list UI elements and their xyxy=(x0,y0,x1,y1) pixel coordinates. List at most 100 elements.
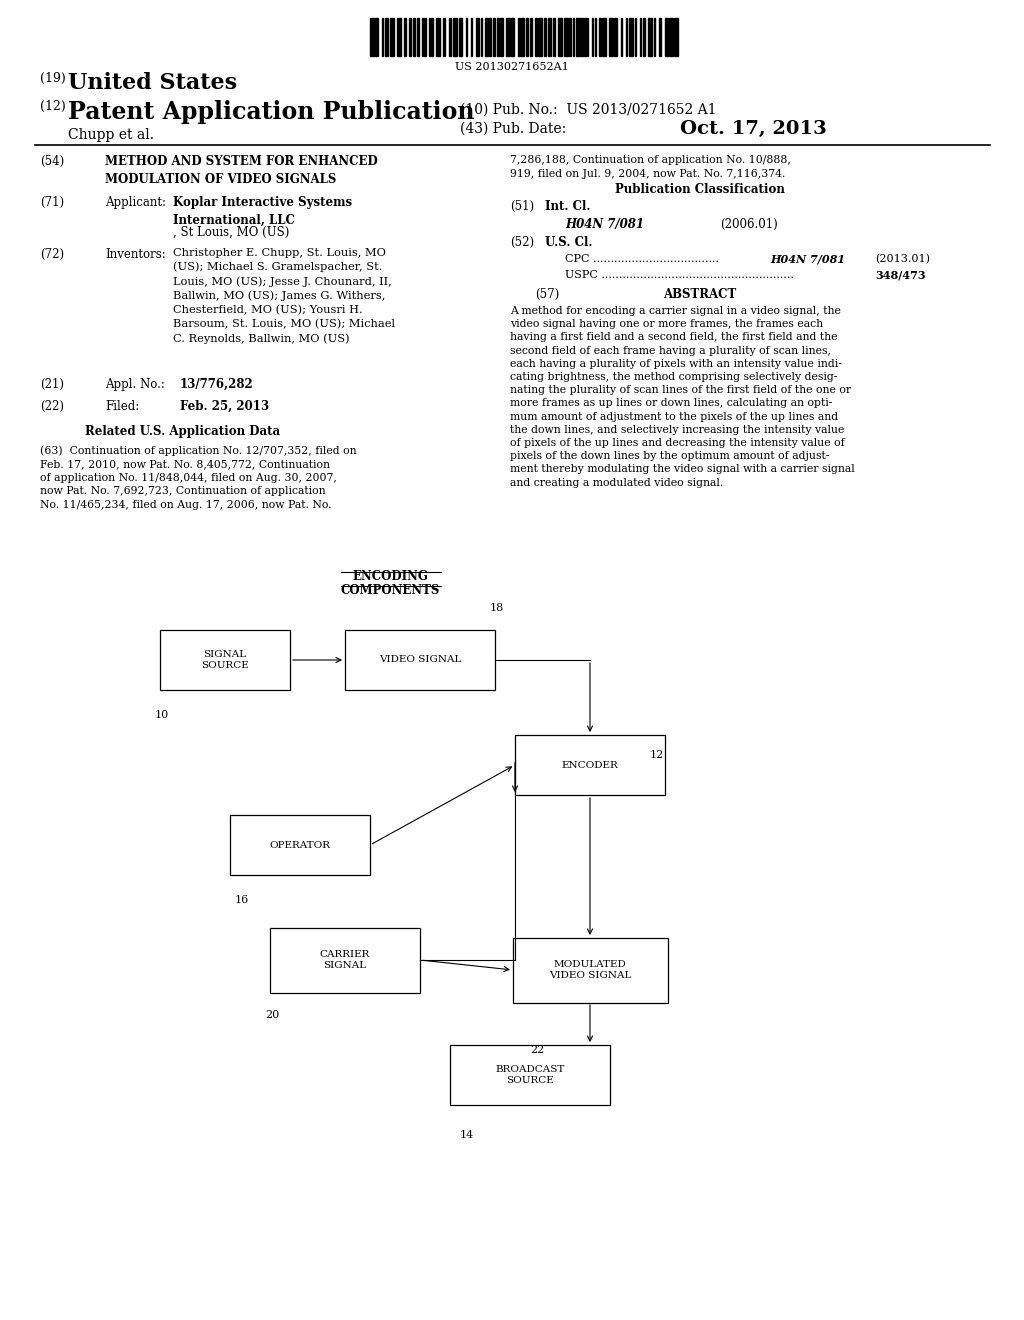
Text: (51): (51) xyxy=(510,201,535,213)
Bar xyxy=(459,18,463,55)
Bar xyxy=(621,18,623,55)
Bar xyxy=(564,18,567,55)
Text: H04N 7/081: H04N 7/081 xyxy=(565,218,644,231)
Bar xyxy=(643,18,645,55)
Text: METHOD AND SYSTEM FOR ENHANCED
MODULATION OF VIDEO SIGNALS: METHOD AND SYSTEM FOR ENHANCED MODULATIO… xyxy=(105,154,378,186)
Bar xyxy=(443,18,445,55)
Text: USPC .......................................................: USPC ...................................… xyxy=(565,271,794,280)
Text: Christopher E. Chupp, St. Louis, MO
(US); Michael S. Gramelspacher, St.
Louis, M: Christopher E. Chupp, St. Louis, MO (US)… xyxy=(173,248,395,343)
Bar xyxy=(569,18,571,55)
Text: (2013.01): (2013.01) xyxy=(874,253,930,264)
Text: ABSTRACT: ABSTRACT xyxy=(664,288,736,301)
Text: 13/776,282: 13/776,282 xyxy=(180,378,254,391)
Bar xyxy=(626,18,627,55)
Text: MODULATED
VIDEO SIGNAL: MODULATED VIDEO SIGNAL xyxy=(549,960,631,981)
Bar xyxy=(648,18,652,55)
Text: H04N 7/081: H04N 7/081 xyxy=(770,253,845,265)
Bar xyxy=(599,18,601,55)
Bar xyxy=(526,18,528,55)
Bar xyxy=(450,1045,610,1105)
Text: (71): (71) xyxy=(40,195,65,209)
Bar xyxy=(572,18,573,55)
Bar xyxy=(654,18,655,55)
Bar xyxy=(558,18,562,55)
Bar xyxy=(521,18,523,55)
Text: Filed:: Filed: xyxy=(105,400,139,413)
Bar xyxy=(585,18,586,55)
Bar xyxy=(635,18,636,55)
Text: COMPONENTS: COMPONENTS xyxy=(340,583,439,597)
Bar xyxy=(609,18,612,55)
Text: (63)  Continuation of application No. 12/707,352, filed on
Feb. 17, 2010, now Pa: (63) Continuation of application No. 12/… xyxy=(40,445,356,510)
Bar xyxy=(385,18,388,55)
Bar xyxy=(665,18,668,55)
Text: 10: 10 xyxy=(155,710,169,719)
Bar xyxy=(539,18,542,55)
Text: (72): (72) xyxy=(40,248,65,261)
Bar xyxy=(485,18,487,55)
Text: (57): (57) xyxy=(535,288,559,301)
Bar xyxy=(595,18,596,55)
Text: , St Louis, MO (US): , St Louis, MO (US) xyxy=(173,226,290,239)
Bar xyxy=(577,18,580,55)
Text: SIGNAL
SOURCE: SIGNAL SOURCE xyxy=(201,649,249,671)
Bar xyxy=(630,18,633,55)
Text: U.S. Cl.: U.S. Cl. xyxy=(545,236,593,249)
Text: Patent Application Publication: Patent Application Publication xyxy=(68,100,474,124)
Text: Appl. No.:: Appl. No.: xyxy=(105,378,165,391)
Bar xyxy=(512,937,668,1002)
Bar xyxy=(424,18,426,55)
Bar xyxy=(390,18,394,55)
Text: OPERATOR: OPERATOR xyxy=(269,841,331,850)
Bar xyxy=(230,814,370,875)
Bar xyxy=(548,18,551,55)
Text: 22: 22 xyxy=(530,1045,544,1055)
Bar xyxy=(422,18,423,55)
Text: (10) Pub. No.:  US 2013/0271652 A1: (10) Pub. No.: US 2013/0271652 A1 xyxy=(460,103,717,117)
Bar xyxy=(466,18,467,55)
Bar xyxy=(454,18,457,55)
Bar xyxy=(160,630,290,690)
Bar xyxy=(370,18,374,55)
Bar xyxy=(670,18,673,55)
Text: 14: 14 xyxy=(460,1130,474,1140)
Bar xyxy=(602,18,605,55)
Text: (54): (54) xyxy=(40,154,65,168)
Text: 7,286,188, Continuation of application No. 10/888,
919, filed on Jul. 9, 2004, n: 7,286,188, Continuation of application N… xyxy=(510,154,791,178)
Bar xyxy=(436,18,439,55)
Bar xyxy=(530,18,532,55)
Text: ENCODER: ENCODER xyxy=(561,760,618,770)
Text: VIDEO SIGNAL: VIDEO SIGNAL xyxy=(379,656,461,664)
Bar xyxy=(429,18,430,55)
Bar xyxy=(431,18,432,55)
Bar xyxy=(480,18,482,55)
Text: (19): (19) xyxy=(40,73,66,84)
Bar xyxy=(544,18,546,55)
Text: A method for encoding a carrier signal in a video signal, the
video signal havin: A method for encoding a carrier signal i… xyxy=(510,306,855,487)
Bar xyxy=(488,18,492,55)
Text: (12): (12) xyxy=(40,100,66,114)
Text: (2006.01): (2006.01) xyxy=(720,218,778,231)
Text: CPC ....................................: CPC .................................... xyxy=(565,253,719,264)
Text: (52): (52) xyxy=(510,236,535,249)
Bar xyxy=(674,18,678,55)
Text: Koplar Interactive Systems
International, LLC: Koplar Interactive Systems International… xyxy=(173,195,352,227)
Bar xyxy=(404,18,406,55)
Text: 348/473: 348/473 xyxy=(874,271,926,281)
Bar xyxy=(614,18,617,55)
Bar xyxy=(494,18,496,55)
Bar xyxy=(449,18,451,55)
Bar xyxy=(511,18,514,55)
Bar xyxy=(471,18,472,55)
Text: 16: 16 xyxy=(234,895,249,906)
Bar xyxy=(476,18,479,55)
Bar xyxy=(501,18,503,55)
Bar xyxy=(345,630,495,690)
Text: (21): (21) xyxy=(40,378,63,391)
Text: (43) Pub. Date:: (43) Pub. Date: xyxy=(460,121,566,136)
Bar xyxy=(581,18,583,55)
Bar xyxy=(640,18,641,55)
Bar xyxy=(497,18,499,55)
Text: Applicant:: Applicant: xyxy=(105,195,170,209)
Bar xyxy=(535,18,537,55)
